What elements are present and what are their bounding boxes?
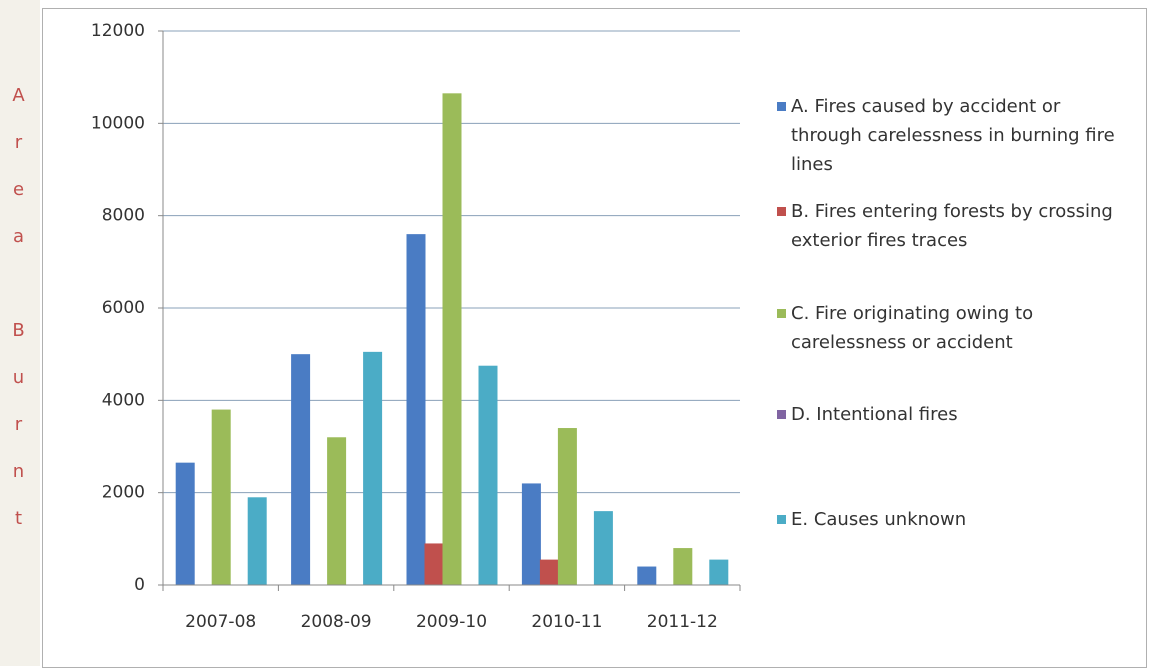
x-tick-label: 2009-10 (416, 612, 487, 632)
bar (327, 437, 347, 585)
legend-label: A. Fires caused by accident or through c… (791, 96, 1115, 175)
x-tick-label: 2008-09 (301, 612, 372, 632)
legend-swatch (777, 207, 786, 216)
bar (557, 428, 577, 585)
legend-label: B. Fires entering forests by crossing ex… (791, 201, 1113, 251)
y-tick-label: 0 (134, 575, 145, 595)
side-strip (0, 0, 40, 666)
y-tick-label: 2000 (102, 483, 145, 503)
legend-item: C. Fire originating owing to carelessnes… (775, 299, 1120, 357)
y-tick-label: 10000 (91, 113, 145, 133)
bar (637, 566, 657, 585)
legend-swatch (777, 515, 786, 524)
legend-swatch (777, 410, 786, 419)
bar (424, 543, 444, 585)
legend-label: D. Intentional fires (791, 404, 958, 425)
legend-swatch (777, 102, 786, 111)
bar (211, 409, 231, 585)
bar (442, 93, 462, 585)
bar (709, 559, 729, 585)
y-axis-label: Area Burnt (8, 85, 29, 555)
bar (247, 497, 267, 585)
bar (593, 511, 613, 585)
legend-item: A. Fires caused by accident or through c… (775, 92, 1120, 179)
legend-swatch (777, 309, 786, 318)
y-tick-label: 6000 (102, 298, 145, 318)
bar (291, 354, 311, 585)
y-tick-label: 8000 (102, 206, 145, 226)
bar (406, 234, 426, 585)
bar (363, 351, 383, 585)
legend-label: E. Causes unknown (791, 509, 967, 530)
bar (478, 365, 498, 585)
y-tick-label: 4000 (102, 390, 145, 410)
bar (539, 559, 559, 585)
bar (673, 548, 693, 585)
legend-item: E. Causes unknown (775, 505, 1120, 534)
legend-item: D. Intentional fires (775, 400, 1120, 429)
legend-label: C. Fire originating owing to carelessnes… (791, 303, 1034, 353)
x-tick-label: 2010-11 (531, 612, 602, 632)
bar (521, 483, 541, 585)
x-tick-label: 2007-08 (185, 612, 256, 632)
y-tick-label: 12000 (91, 21, 145, 41)
bar (175, 462, 195, 585)
x-tick-label: 2011-12 (647, 612, 718, 632)
legend-item: B. Fires entering forests by crossing ex… (775, 197, 1120, 255)
